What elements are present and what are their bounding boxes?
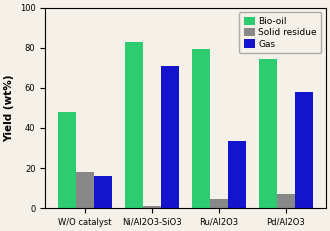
Bar: [228, 141, 246, 208]
Bar: [76, 172, 94, 208]
Bar: [259, 59, 277, 208]
Bar: [192, 49, 210, 208]
Bar: [277, 194, 295, 208]
Y-axis label: Yield (wt%): Yield (wt%): [4, 74, 14, 142]
Bar: [161, 66, 179, 208]
Legend: Bio-oil, Solid residue, Gas: Bio-oil, Solid residue, Gas: [239, 12, 321, 53]
Bar: [94, 176, 112, 208]
Bar: [125, 42, 143, 208]
Bar: [58, 112, 76, 208]
Bar: [143, 206, 161, 208]
Bar: [210, 199, 228, 208]
Bar: [295, 92, 313, 208]
